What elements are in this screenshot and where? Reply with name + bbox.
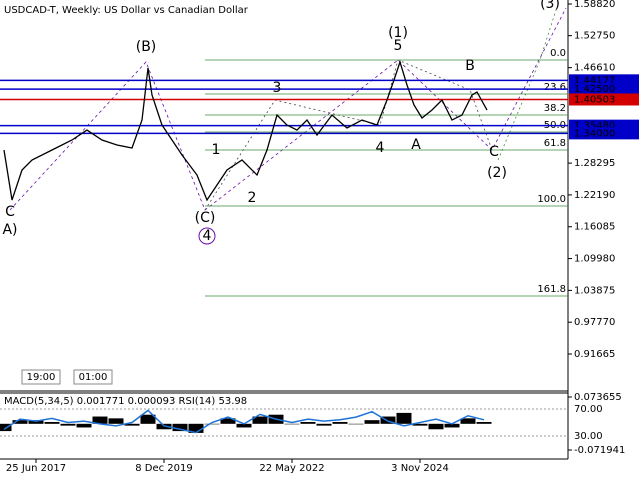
macd-bar <box>12 420 28 424</box>
x-tick-label: 22 May 2022 <box>259 463 324 474</box>
macd-bar <box>300 421 316 424</box>
wave-label: (C) <box>195 210 216 226</box>
time-label: 19:00 <box>27 372 56 383</box>
macd-bar <box>412 423 428 426</box>
y-tick-label: 0.073655 <box>574 392 622 403</box>
macd-bar <box>140 414 156 424</box>
macd-bar <box>428 423 444 430</box>
fib-label: 161.8 <box>537 284 566 295</box>
macd-bar <box>44 421 60 424</box>
macd-bar <box>92 416 108 424</box>
time-box <box>73 369 113 385</box>
y-tick-label: 1.58820 <box>574 0 615 10</box>
fib-label: 38.2 <box>544 103 566 114</box>
wave-label: 2 <box>248 190 257 206</box>
macd-bar <box>108 418 124 424</box>
wave-label: B <box>465 58 475 74</box>
fib-label: 0.0 <box>550 48 566 59</box>
level-label: 1.44177 <box>574 75 615 86</box>
y-tick-label: 1.28295 <box>574 158 615 169</box>
macd-bar <box>252 416 268 424</box>
wave-path <box>9 7 567 211</box>
level-label: 1.34000 <box>574 128 615 139</box>
y-tick-label: 1.52750 <box>574 31 615 42</box>
wave-label: 1 <box>212 142 221 158</box>
y-tick-label: 1.22190 <box>574 190 615 201</box>
wave-circle <box>198 227 216 245</box>
macd-bar <box>364 420 380 424</box>
macd-bar <box>220 418 236 424</box>
macd-bar <box>172 423 188 432</box>
x-tick-label: 8 Dec 2019 <box>135 463 193 474</box>
wave-label: 4 <box>376 140 385 156</box>
y-tick-label: -0.071941 <box>574 445 625 456</box>
level-label: 1.35480 <box>574 121 615 132</box>
y-tick-label: 1.46610 <box>574 63 615 74</box>
macd-bar <box>348 423 364 425</box>
wave-label: 3 <box>273 80 282 96</box>
y-tick-label: 1.09980 <box>574 254 615 265</box>
y2-tick-label: 70.00 <box>574 404 603 415</box>
macd-bar <box>76 423 92 428</box>
y-tick-label: 1.03875 <box>574 285 615 296</box>
y-tick-label: 1.16085 <box>574 222 615 233</box>
time-box <box>21 369 61 385</box>
level-label: 1.40503 <box>574 94 615 105</box>
fib-label: 100.0 <box>537 194 566 205</box>
wave-label: 4 <box>203 228 212 244</box>
y-tick-label: 0.91665 <box>574 349 615 360</box>
price-line <box>3 59 488 202</box>
macd-bar <box>316 423 332 426</box>
y2-tick-label: 30.00 <box>574 431 603 442</box>
macd-bar <box>444 423 460 428</box>
x-tick-label: 3 Nov 2024 <box>391 463 449 474</box>
macd-bar <box>284 423 300 425</box>
macd-bar <box>124 423 140 426</box>
macd-bar <box>236 423 252 428</box>
wave-label: 5 <box>394 38 403 54</box>
level-box <box>569 93 639 106</box>
chart-title: USDCAD-T, Weekly: US Dollar vs Canadian … <box>4 5 249 16</box>
wave-label: (B) <box>136 39 157 55</box>
macd-bar <box>60 423 76 426</box>
macd-bar <box>332 421 348 424</box>
macd-bar <box>380 416 396 424</box>
wave-label: (2) <box>487 165 507 181</box>
macd-bar <box>460 418 476 424</box>
level-box <box>569 127 639 140</box>
level-box <box>569 83 639 96</box>
wave-label: (1) <box>388 25 408 41</box>
macd-bar <box>188 423 204 433</box>
wave-label: C <box>489 144 499 160</box>
projection-path <box>497 9 557 161</box>
wave-label: (3) <box>540 0 560 12</box>
macd-bar <box>396 412 412 424</box>
fib-label: 61.8 <box>544 138 566 149</box>
fib-label: 23.6 <box>544 82 566 93</box>
rsi-line <box>3 409 485 434</box>
level-label: 1.42500 <box>574 84 615 95</box>
macd-bar <box>204 423 220 425</box>
wave-label: C <box>5 204 15 220</box>
macd-bar <box>28 420 44 424</box>
time-label: 01:00 <box>79 372 108 383</box>
wave-label: A <box>411 137 421 153</box>
y-tick-label: 0.97770 <box>574 317 615 328</box>
x-tick-label: 25 Jun 2017 <box>6 463 66 474</box>
wave-label: A) <box>2 222 17 238</box>
indicator-title: MACD(5,34,5) 0.001771 0.000093 RSI(14) 5… <box>4 396 247 407</box>
macd-bar <box>476 421 492 424</box>
